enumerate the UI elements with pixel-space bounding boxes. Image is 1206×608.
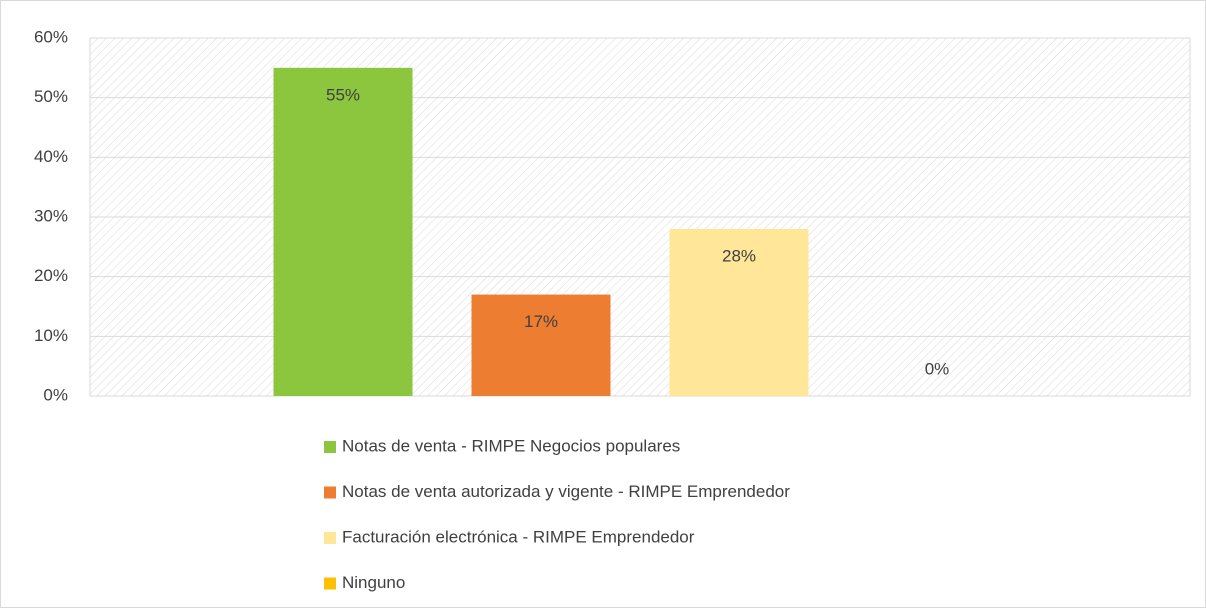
y-tick-label: 30% <box>34 206 68 225</box>
y-tick-label: 0% <box>43 385 68 404</box>
legend-label: Facturación electrónica - RIMPE Emprende… <box>342 527 695 546</box>
data-label: 0% <box>925 359 950 378</box>
bar <box>273 67 413 396</box>
legend-swatch <box>324 577 336 590</box>
legend-label: Notas de venta autorizada y vigente - RI… <box>342 482 790 501</box>
data-label: 28% <box>722 246 756 265</box>
legend-label: Notas de venta - RIMPE Negocios populare… <box>342 436 680 455</box>
y-tick-label: 60% <box>34 27 68 46</box>
data-label: 17% <box>524 312 558 331</box>
legend-swatch <box>324 486 336 499</box>
data-label: 55% <box>326 85 360 104</box>
bar <box>471 294 611 396</box>
bar <box>669 228 809 396</box>
y-tick-label: 40% <box>34 147 68 166</box>
y-tick-label: 50% <box>34 87 68 106</box>
y-tick-label: 20% <box>34 266 68 285</box>
legend-swatch <box>324 532 336 544</box>
legend-swatch <box>324 441 336 453</box>
y-tick-label: 10% <box>34 326 68 345</box>
legend-label: Ninguno <box>342 573 405 592</box>
